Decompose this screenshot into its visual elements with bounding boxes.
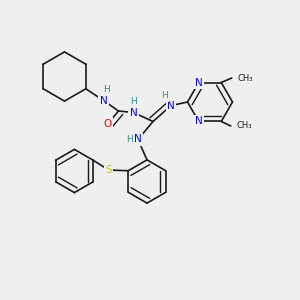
Text: N: N bbox=[130, 107, 137, 118]
Text: O: O bbox=[104, 118, 112, 129]
Text: N: N bbox=[167, 100, 175, 111]
Text: CH₃: CH₃ bbox=[236, 122, 252, 130]
Text: CH₃: CH₃ bbox=[237, 74, 253, 82]
Text: H: H bbox=[126, 135, 133, 144]
Text: H: H bbox=[130, 98, 137, 106]
Text: N: N bbox=[195, 116, 202, 127]
Text: H: H bbox=[161, 92, 168, 100]
Text: H: H bbox=[103, 85, 110, 94]
Text: S: S bbox=[106, 165, 112, 175]
Text: N: N bbox=[195, 77, 202, 88]
Text: N: N bbox=[100, 95, 107, 106]
Text: N: N bbox=[134, 134, 142, 145]
